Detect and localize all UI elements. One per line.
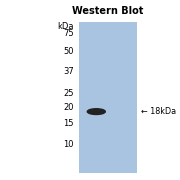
- Text: Western Blot: Western Blot: [72, 6, 144, 16]
- Text: kDa: kDa: [57, 22, 74, 31]
- Text: 75: 75: [63, 29, 74, 38]
- Bar: [79, 22, 137, 173]
- Ellipse shape: [87, 109, 105, 114]
- Text: 50: 50: [63, 47, 74, 56]
- Text: 15: 15: [63, 119, 74, 128]
- Text: 25: 25: [63, 89, 74, 98]
- Text: 10: 10: [63, 140, 74, 149]
- Text: 37: 37: [63, 67, 74, 76]
- Text: 20: 20: [63, 103, 74, 112]
- Text: ← 18kDa: ← 18kDa: [141, 107, 176, 116]
